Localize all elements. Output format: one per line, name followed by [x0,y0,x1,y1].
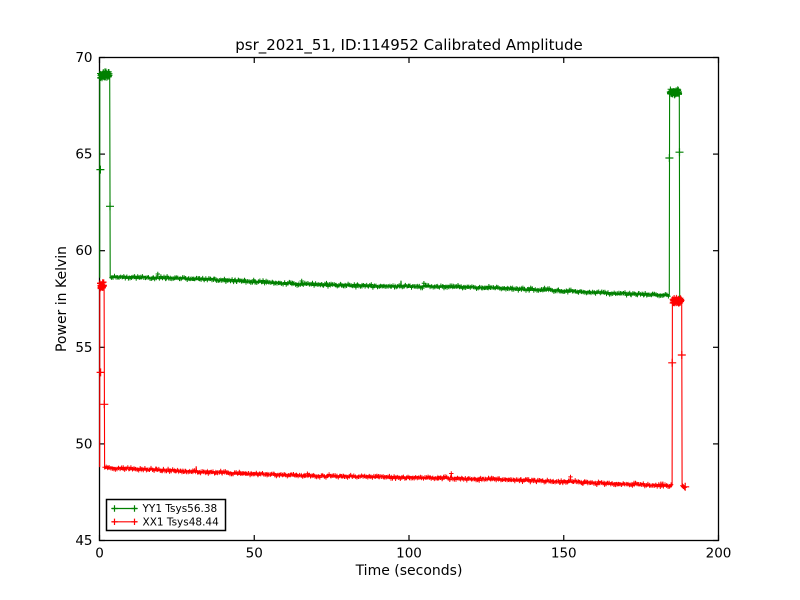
x-tick-label-200: 200 [706,546,732,562]
series-xx1-markers [97,279,687,490]
series-yy1-markers [97,68,683,302]
legend-marker-yy1 [111,505,138,512]
series-xx1-transition-markers [96,351,690,491]
y-tick-label-70: 70 [75,50,92,66]
series-yy1-line [99,71,682,302]
y-tick-label-50: 50 [75,436,92,452]
plot-title: psr_2021_51, ID:114952 Calibrated Amplit… [235,36,583,55]
legend-label-xx1: XX1 Tsys48.44 [143,517,220,529]
legend-box [105,498,227,532]
x-tick-label-0: 0 [95,546,104,562]
legend-label-yy1: YY1 Tsys56.38 [142,503,218,515]
tick-marks [98,56,720,542]
legend-entry-xx1: XX1 Tsys48.44 [111,517,219,529]
x-tick-label-50: 50 [246,546,263,562]
y-tick-label-65: 65 [75,147,92,163]
legend: YY1 Tsys56.38 XX1 Tsys48.44 [105,498,227,532]
y-axis-label: Power in Kelvin [54,246,70,352]
y-tick-label-45: 45 [75,533,92,549]
x-tick-label-150: 150 [551,546,577,562]
tick-labels: 0 50 100 150 200 45 50 55 60 65 70 [75,50,731,562]
x-axis-label: Time (seconds) [355,563,463,579]
series-yy1-transition-markers [96,148,684,211]
series-xx1-line [99,279,686,489]
legend-entry-yy1: YY1 Tsys56.38 [111,503,217,515]
y-tick-label-60: 60 [75,243,92,259]
y-tick-label-55: 55 [75,340,92,356]
x-tick-label-100: 100 [396,546,422,562]
plot-frame [98,56,720,542]
legend-marker-xx1 [111,518,138,525]
